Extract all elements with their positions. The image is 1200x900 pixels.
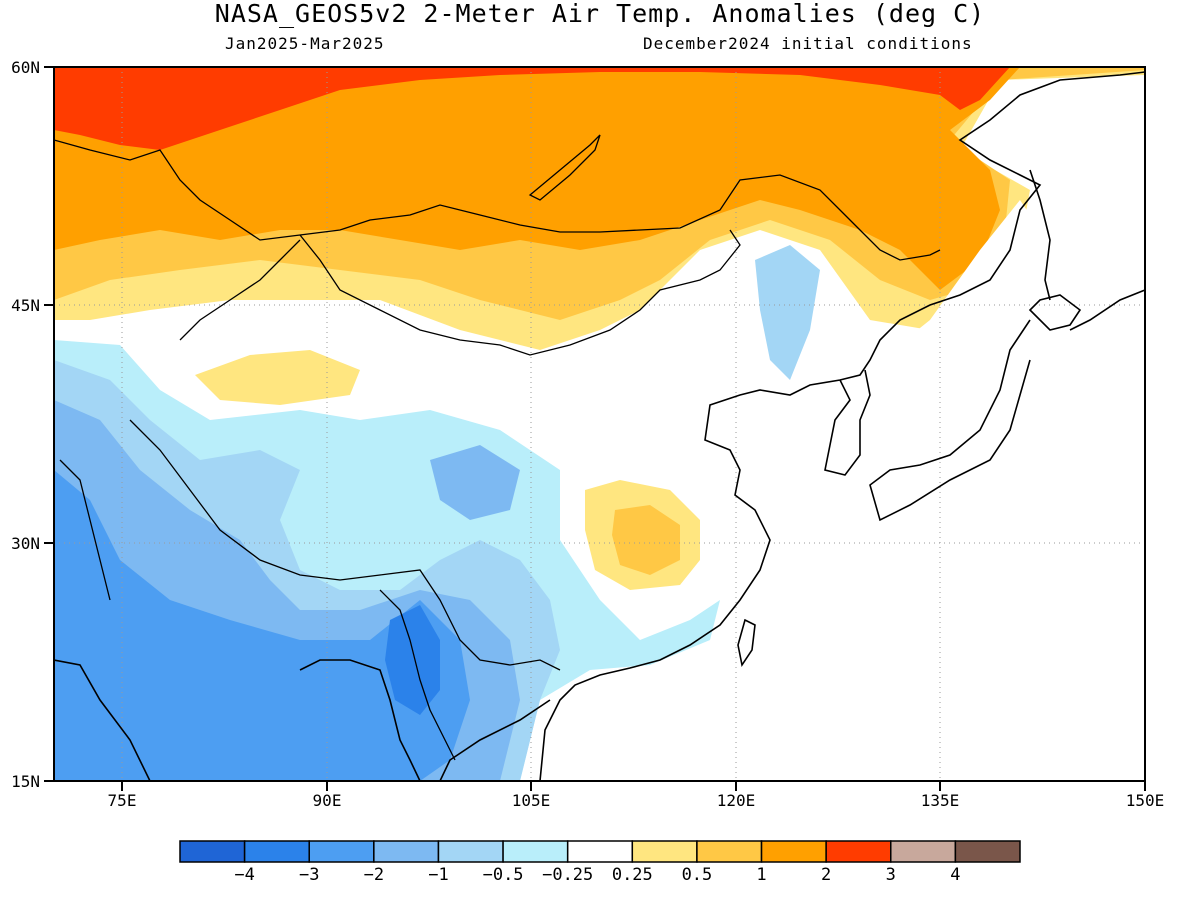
colorbar-swatch [502,840,569,863]
colorbar-label: 0.5 [682,865,713,885]
lon-label: 75E [108,791,137,810]
forecast-period: Jan2025-Mar2025 [225,34,385,53]
colorbar-label: 0.25 [612,865,653,885]
colorbar-label: −3 [299,865,319,885]
anomaly-field [54,67,1145,781]
lon-labels: 75E 90E 105E 120E 135E 150E [108,791,1165,810]
colorbar-label: 4 [950,865,960,885]
map-title: NASA_GEOS5v2 2-Meter Air Temp. Anomalies… [214,0,986,28]
colorbar-swatch [631,840,698,863]
lat-label: 15N [11,772,40,791]
colorbar-label: 2 [821,865,831,885]
lon-label: 90E [313,791,342,810]
field-sea-japan [870,200,1040,430]
coast-bay-bengal [299,659,421,781]
lat-label: 45N [11,296,40,315]
field-cool-ne [755,245,820,380]
colorbar: −4 −3 −2 −1 −0.5 −0.25 0.25 0.5 1 2 3 4 [179,840,1021,885]
border-china-kazakh [179,239,301,341]
lon-label: 150E [1126,791,1165,810]
lon-label: 105E [512,791,551,810]
field-warm-central-core [612,505,680,575]
colorbar-label: 1 [756,865,766,885]
colorbar-swatch [566,840,634,863]
coast-india [54,659,151,781]
colorbar-label: 3 [886,865,896,885]
border-himalaya [129,419,561,671]
lat-labels: 60N 45N 30N 15N [11,58,40,791]
colorbar-swatch [437,840,504,863]
field-ocean [700,290,1145,781]
colorbar-swatch [890,840,957,863]
field-warm2 [54,67,1020,290]
colorbar-swatch [243,840,310,863]
initial-conditions: December2024 initial conditions [643,34,973,53]
colorbar-swatch [760,840,827,863]
borders [54,134,941,761]
lon-label: 135E [921,791,960,810]
field-cool2 [54,470,470,781]
map-frame [53,66,1146,782]
lat-label: 60N [11,58,40,77]
coast-japan [869,319,1031,522]
colorbar-swatch [373,840,440,863]
axis-ticks [44,66,1146,791]
colorbar-swatch [954,840,1021,863]
border-china-mongolia [299,229,741,356]
colorbar-swatch [308,840,375,863]
field-cool3 [385,605,440,715]
colorbar-swatch [179,840,246,863]
colorbar-swatch [825,840,892,863]
coast-sakhalin [1029,169,1051,301]
border-india-pakistan [59,459,111,601]
coastlines [54,71,1145,781]
coast-kamchatka [1069,289,1145,331]
lon-label: 120E [717,791,756,810]
border-russia-mongolia-china [54,139,941,261]
colorbar-swatch [696,840,763,863]
colorbar-label: −0.25 [542,865,593,885]
coast-hokkaido [1028,294,1082,331]
border-lake-baikal [528,134,601,201]
field-cool-central [430,445,520,520]
field-warm-west [195,350,360,405]
colorbar-label: −2 [364,865,384,885]
colorbar-label: −4 [234,865,254,885]
coast-east-asia [539,71,1145,781]
coast-taiwan [737,618,756,668]
colorbar-label: −0.5 [483,865,524,885]
lat-label: 30N [11,534,40,553]
colorbar-label: −1 [428,865,448,885]
coast-indochina [439,699,551,781]
border-myanmar [379,589,456,761]
coast-korea [824,369,871,476]
field-strong-warm [54,67,1010,150]
